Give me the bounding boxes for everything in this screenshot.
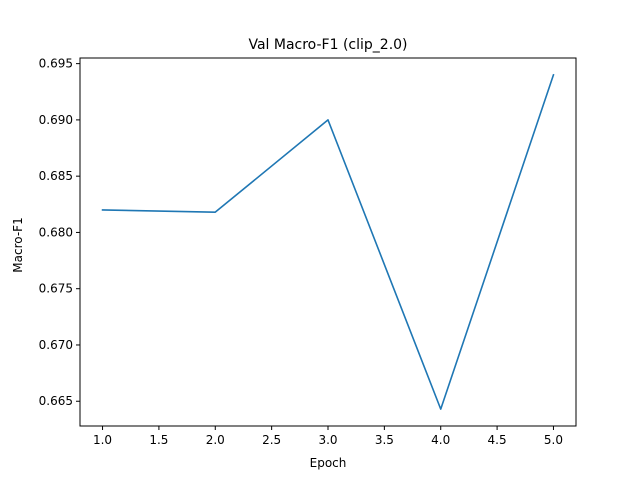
series-line-0: [101, 73, 555, 410]
y-tick-label: 0.670: [39, 338, 73, 352]
plot-frame: [79, 57, 577, 427]
x-tick-label: 3.5: [375, 433, 394, 447]
x-tick-label: 5.0: [544, 433, 563, 447]
y-axis-ticks: 0.665 0.670 0.675 0.680 0.685 0.690 0.695: [39, 57, 80, 408]
y-tick-label: 0.690: [39, 113, 73, 127]
x-tick-label: 4.0: [431, 433, 450, 447]
x-tick-label: 3.0: [318, 433, 337, 447]
y-tick-label: 0.680: [39, 225, 73, 239]
y-tick-label: 0.695: [39, 57, 73, 71]
y-tick-label: 0.675: [39, 282, 73, 296]
x-tick-label: 2.0: [206, 433, 225, 447]
x-tick-label: 4.5: [488, 433, 507, 447]
x-axis-ticks: 1.0 1.5 2.0 2.5 3.0 3.5 4.0 4.5 5.0: [93, 426, 563, 447]
x-axis-label: Epoch: [310, 456, 347, 470]
y-tick-label: 0.665: [39, 394, 73, 408]
x-tick-label: 2.5: [262, 433, 281, 447]
x-tick-label: 1.0: [93, 433, 112, 447]
plot-area: [101, 73, 555, 410]
y-axis-label: Macro-F1: [11, 217, 25, 272]
y-tick-label: 0.685: [39, 169, 73, 183]
chart-title: Val Macro-F1 (clip_2.0): [248, 37, 407, 53]
x-tick-label: 1.5: [149, 433, 168, 447]
